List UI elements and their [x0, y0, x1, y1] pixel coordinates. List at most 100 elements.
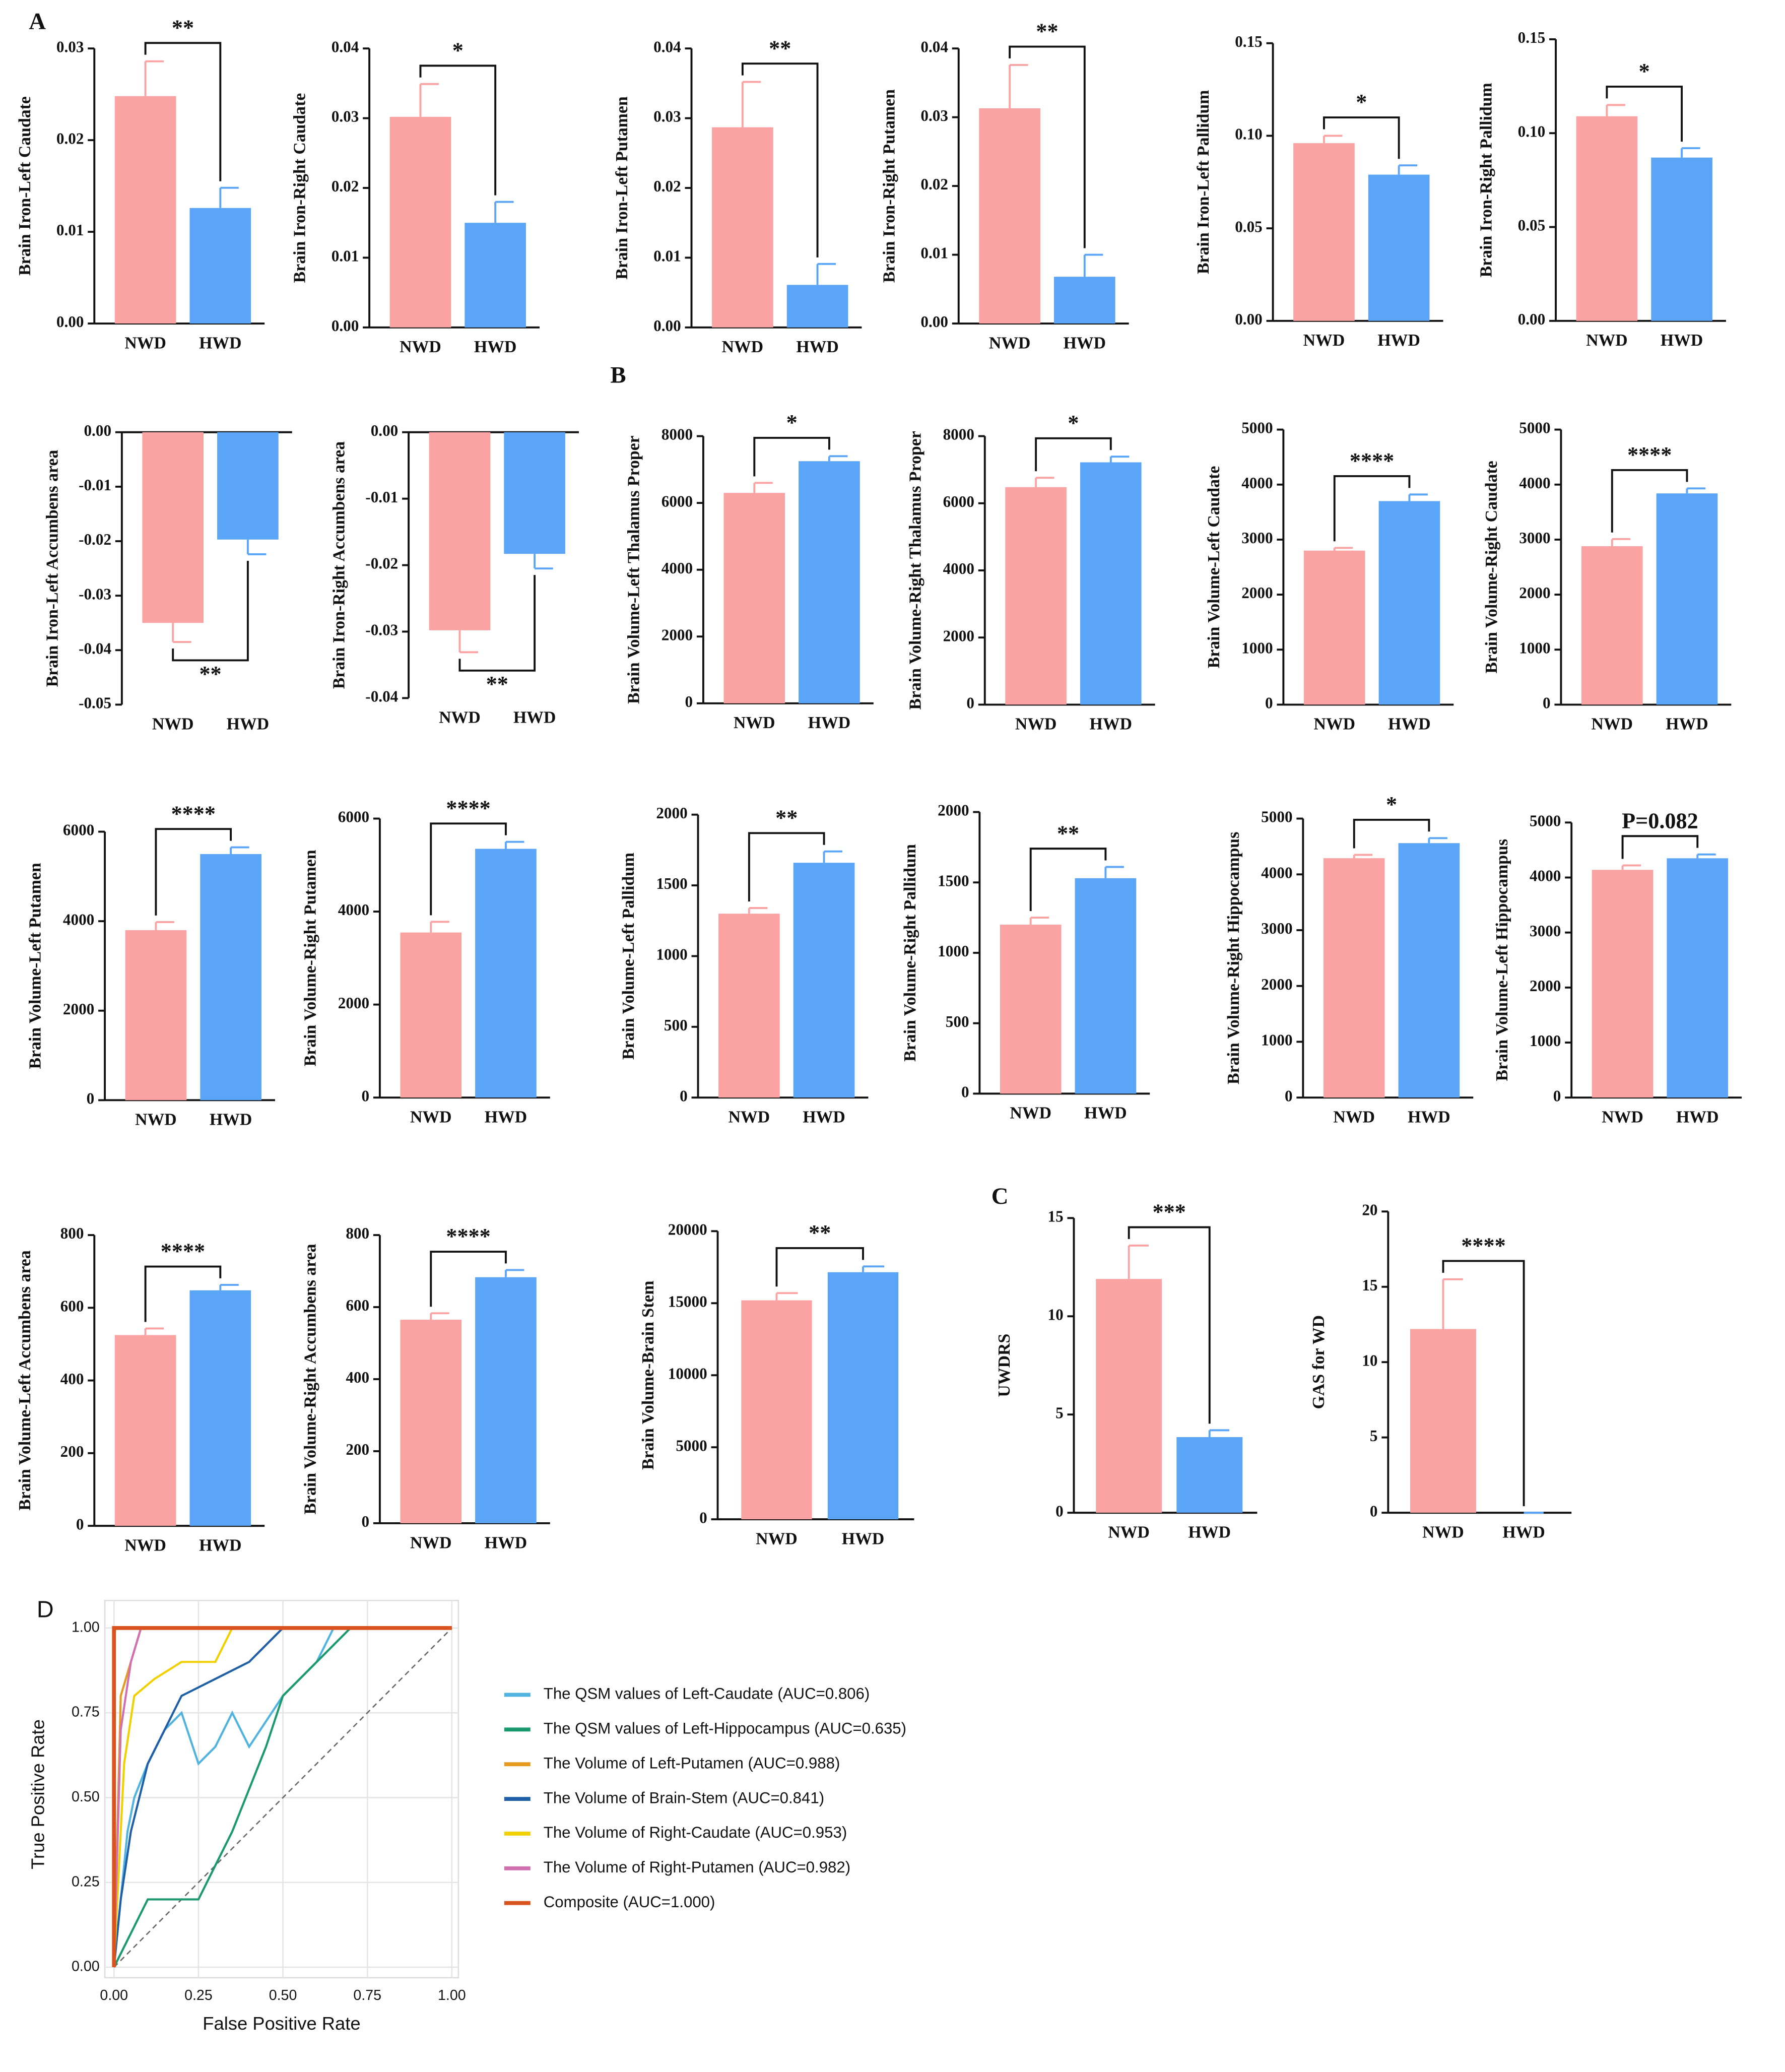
y-axis-label: Brain Volume-Left Thalamus Proper — [624, 435, 643, 704]
y-axis-label: UWDRS — [995, 1334, 1014, 1397]
significance-bracket — [1323, 116, 1400, 159]
y-tick-label: 0.03 — [920, 107, 948, 124]
y-axis-label: Brain Volume-Brain Stem — [639, 1281, 657, 1470]
y-tick-label: 6000 — [943, 493, 974, 510]
bar — [389, 116, 451, 328]
y-axis-label: Brain Volume-Left Caudate — [1205, 466, 1223, 669]
y-tick-label: 5000 — [1530, 812, 1561, 829]
y-tick-label: 0.05 — [1518, 217, 1546, 234]
x-tick-label: HWD — [199, 1536, 241, 1555]
bar-chart: 0 200 400 600 800 Brain Volume-Right Accumben… — [301, 1224, 550, 1552]
y-tick-label: 0.00 — [1518, 310, 1546, 328]
significance-label: **** — [1350, 448, 1394, 473]
bar — [1592, 870, 1654, 1098]
bar — [189, 208, 251, 324]
y-tick-label: 5 — [1370, 1427, 1378, 1445]
bar — [1096, 1279, 1162, 1513]
significance-bracket — [1029, 848, 1107, 912]
y-tick-label: 0.01 — [653, 247, 681, 265]
y-tick-label: 5000 — [676, 1437, 707, 1454]
significance-bracket — [1333, 475, 1411, 542]
y-axis-label: Brain Volume-Right Putamen — [301, 850, 319, 1066]
panel-label: C — [991, 1183, 1009, 1209]
x-tick-label: NWD — [1422, 1523, 1464, 1541]
bar — [465, 223, 526, 328]
bar — [1075, 878, 1137, 1094]
significance-bracket — [1606, 86, 1683, 142]
bar — [799, 461, 860, 703]
bar-chart: 0 500 1000 1500 2000 Brain Volume-Left Pallid… — [619, 804, 869, 1127]
x-tick-label: NWD — [1303, 331, 1345, 350]
bar — [189, 1290, 251, 1526]
y-axis-label: Brain Volume-Right Accumbens area — [301, 1244, 319, 1514]
bar — [1303, 550, 1365, 705]
panel-label: B — [610, 362, 626, 388]
significance-bracket — [430, 1251, 507, 1307]
significance-label: * — [452, 38, 464, 63]
y-tick-label: 400 — [60, 1370, 84, 1388]
y-tick-label: 0.02 — [653, 177, 681, 195]
x-tick-label: NWD — [400, 338, 441, 356]
y-tick-label: 0 — [961, 1083, 969, 1101]
y-tick-label: 5000 — [1241, 419, 1273, 437]
y-tick-label: -0.04 — [79, 639, 111, 657]
bar — [429, 432, 491, 630]
y-tick-label: 0 — [1285, 1087, 1293, 1105]
bar-chart: 0 1000 2000 3000 4000 5000 Brain Volume-Left H… — [1493, 808, 1742, 1127]
y-tick-label: 15 — [1362, 1276, 1377, 1294]
y-tick-label: 1000 — [1530, 1032, 1561, 1050]
x-tick-label: 0.00 — [100, 1987, 128, 2003]
y-tick-label: 0 — [1265, 694, 1273, 712]
x-tick-label: HWD — [485, 1533, 527, 1552]
bar — [200, 854, 261, 1100]
y-tick-label: -0.03 — [365, 621, 398, 639]
x-tick-label: HWD — [796, 338, 838, 356]
significance-label: **** — [1627, 442, 1672, 467]
y-tick-label: 15 — [1048, 1207, 1064, 1225]
bar-chart: 0 2000 4000 6000 8000 Brain Volume-Right Thal… — [906, 411, 1155, 734]
significance-bracket — [741, 62, 819, 257]
y-tick-label: 3000 — [1530, 922, 1561, 940]
y-tick-label: -0.02 — [79, 531, 111, 548]
x-tick-label: NWD — [1586, 331, 1628, 350]
bar — [504, 432, 565, 554]
y-axis-label: Brain Iron-Left Accumbens area — [43, 450, 61, 687]
y-tick-label: 4000 — [1241, 474, 1273, 492]
y-tick-label: -0.05 — [79, 694, 111, 712]
significance-label: **** — [171, 801, 216, 826]
bar — [1005, 487, 1067, 705]
y-axis-label: Brain Iron-Right Pallidum — [1477, 83, 1496, 277]
y-axis-label: Brain Volume-Right Caudate — [1482, 461, 1501, 673]
significance-label: * — [786, 410, 798, 435]
legend-label: The Volume of Right-Putamen (AUC=0.982) — [544, 1858, 850, 1876]
significance-bracket — [748, 832, 825, 902]
y-tick-label: 0 — [699, 1509, 707, 1526]
y-tick-label: 5000 — [1261, 808, 1292, 826]
significance-bracket — [1035, 437, 1112, 472]
significance-label: ** — [1036, 19, 1058, 44]
significance-bracket — [1353, 818, 1430, 849]
significance-label: *** — [1153, 1200, 1186, 1224]
x-tick-label: HWD — [803, 1108, 845, 1127]
x-tick-label: 1.00 — [438, 1987, 466, 2003]
significance-bracket — [155, 828, 232, 916]
y-tick-label: 0.03 — [332, 108, 359, 125]
significance-bracket — [1611, 469, 1688, 533]
bar-chart: 0 2000 4000 6000 8000 Brain Volume-Left Thala… — [610, 362, 874, 732]
y-tick-label: 0.50 — [72, 1789, 100, 1805]
y-tick-label: 2000 — [1530, 977, 1561, 995]
y-tick-label: 0.01 — [920, 244, 948, 262]
significance-label: * — [1356, 90, 1367, 114]
y-tick-label: 3000 — [1241, 529, 1273, 547]
y-tick-label: 10 — [1362, 1351, 1377, 1369]
y-axis-label: Brain Volume-Right Hippocampus — [1224, 832, 1243, 1084]
y-axis-label: Brain Volume-Left Putamen — [26, 863, 45, 1069]
x-tick-label: 0.50 — [269, 1987, 297, 2003]
significance-label: ** — [199, 662, 221, 686]
y-tick-label: 0.10 — [1235, 125, 1263, 143]
y-axis-label: Brain Iron-Right Accumbens area — [330, 441, 349, 689]
significance-label: P=0.082 — [1622, 808, 1698, 833]
bar — [1080, 462, 1142, 705]
y-tick-label: 1500 — [938, 872, 969, 889]
bar — [1581, 546, 1643, 705]
